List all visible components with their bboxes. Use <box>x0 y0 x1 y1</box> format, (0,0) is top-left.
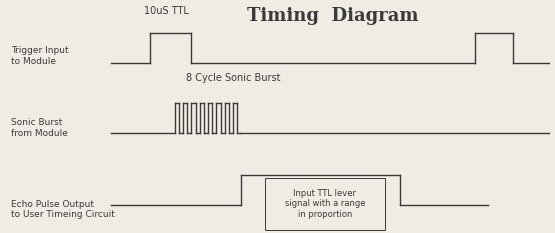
Text: 8 Cycle Sonic Burst: 8 Cycle Sonic Burst <box>186 73 280 83</box>
FancyBboxPatch shape <box>265 178 385 230</box>
Text: Trigger Input
to Module: Trigger Input to Module <box>11 46 69 66</box>
Text: Sonic Burst
from Module: Sonic Burst from Module <box>11 118 68 138</box>
Text: 10uS TTL: 10uS TTL <box>144 6 189 16</box>
Text: Input TTL lever
signal with a range
in proportion: Input TTL lever signal with a range in p… <box>285 189 365 219</box>
Text: Echo Pulse Output
to User Timeing Circuit: Echo Pulse Output to User Timeing Circui… <box>11 200 115 219</box>
Text: Timing  Diagram: Timing Diagram <box>247 7 419 25</box>
